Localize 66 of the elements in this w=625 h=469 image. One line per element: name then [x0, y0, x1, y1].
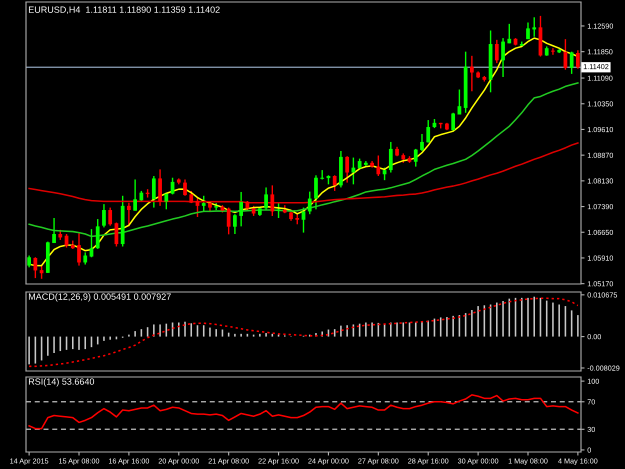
candlestick	[308, 190, 312, 215]
candlestick	[532, 16, 536, 38]
candlestick	[239, 191, 244, 228]
candlestick	[183, 178, 187, 196]
candlestick	[289, 211, 293, 222]
candlestick	[326, 174, 330, 186]
candlestick	[170, 177, 174, 196]
candlestick	[501, 37, 505, 78]
candlestick	[196, 196, 200, 218]
candlestick	[40, 264, 44, 280]
candlestick	[233, 214, 237, 235]
candlestick	[388, 141, 393, 174]
candlestick	[507, 23, 512, 44]
candlestick	[96, 218, 100, 250]
candlestick	[451, 112, 456, 132]
candlestick	[432, 118, 436, 129]
candlestick	[570, 50, 574, 75]
candlestick	[33, 256, 38, 279]
candlestick	[470, 55, 474, 92]
candlestick	[83, 252, 88, 266]
candlestick	[246, 200, 250, 211]
candlestick	[302, 206, 306, 234]
candlestick	[458, 88, 462, 116]
candlestick	[345, 156, 350, 184]
candlestick	[401, 152, 406, 164]
chart-title: EURUSD,H4 1.11811 1.11890 1.11359 1.11402	[28, 6, 220, 14]
candlestick	[77, 232, 81, 266]
candlestick	[108, 206, 112, 226]
candlestick	[376, 154, 380, 177]
chart-title: RSI(14) 53.6640	[28, 378, 94, 387]
candlestick	[382, 166, 386, 181]
candlestick	[332, 174, 337, 192]
candlestick	[551, 47, 555, 56]
candlestick	[252, 205, 256, 217]
candlestick	[152, 175, 156, 208]
candlestick	[127, 202, 131, 228]
candlestick	[64, 233, 68, 248]
candlestick	[52, 217, 56, 244]
candlestick	[270, 184, 274, 217]
candlestick	[114, 222, 118, 248]
candlestick	[576, 50, 580, 70]
candlestick	[295, 214, 300, 225]
candlestick	[202, 195, 206, 212]
candlestick	[526, 22, 530, 40]
line-series	[28, 394, 579, 430]
candlestick	[314, 174, 318, 210]
candlestick	[426, 119, 430, 144]
candlestick	[395, 146, 399, 157]
candlestick	[320, 169, 324, 180]
candlestick	[564, 38, 568, 70]
candlestick	[133, 178, 137, 212]
candlestick	[414, 148, 418, 168]
chart-title: MACD(12,26,9) 0.005491 0.007927	[28, 293, 171, 302]
candlestick	[226, 206, 231, 236]
candlestick	[146, 188, 150, 198]
candlestick	[264, 186, 268, 211]
candlestick	[102, 203, 106, 228]
candlestick	[27, 254, 31, 268]
candlestick	[420, 133, 424, 152]
candlestick	[158, 168, 162, 207]
candlestick	[189, 190, 194, 204]
candlestick	[544, 46, 549, 57]
candlestick	[494, 39, 499, 64]
candlestick	[90, 228, 94, 258]
candlestick	[164, 192, 168, 210]
candlestick	[352, 156, 356, 186]
